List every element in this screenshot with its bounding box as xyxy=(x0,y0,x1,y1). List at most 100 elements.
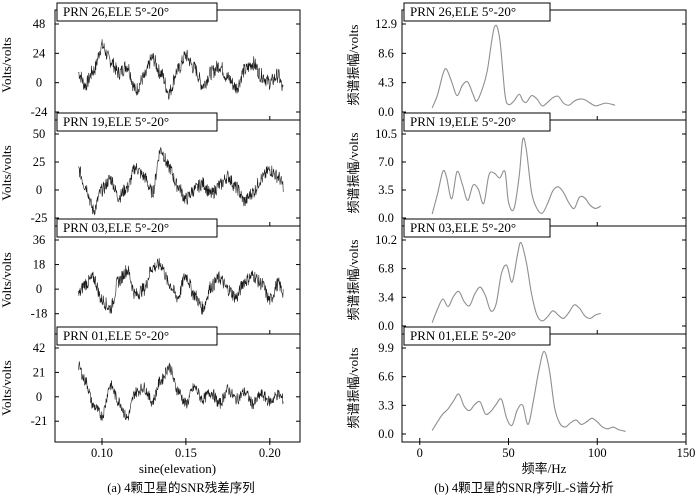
y-tick-label: 21 xyxy=(33,365,46,379)
y-axis-label: Volts/volts xyxy=(0,37,14,92)
y-axis-label: Volts/volts xyxy=(0,145,14,200)
x-tick-label: 0.10 xyxy=(91,446,113,460)
y-axis-label: 频谱振幅/volts xyxy=(346,240,361,321)
spectrum-subplot-4: 9.9 6.6 3.3 0.0 PRN 01,ELE 5°-20° 频谱振幅/volts xyxy=(346,326,687,443)
subplot-title-box: PRN 03,ELE 5°-20° xyxy=(56,218,218,238)
residual-series-line xyxy=(78,361,284,421)
y-tick-label: 7.0 xyxy=(378,155,394,169)
subplot-frame xyxy=(401,225,687,335)
subplot-frame xyxy=(401,9,687,121)
left-panel-residual-series: 48 24 0 -24 PRN 26,ELE 5°-20° Volts/volts 50 25… xyxy=(0,2,301,476)
right-caption: (b) 4颗卫星的SNR序列L-S谱分析 xyxy=(434,480,614,495)
title-box-frame xyxy=(56,112,218,132)
y-tick-label: 3.5 xyxy=(378,183,394,197)
subplot-title: PRN 19,ELE 5°-20° xyxy=(63,114,169,129)
y-tick-label: 9.9 xyxy=(378,341,394,355)
subplot-title-box: PRN 03,ELE 5°-20° xyxy=(403,218,551,238)
residual-subplot-2: 50 25 0 -25 PRN 19,ELE 5°-20° Volts/volts xyxy=(0,112,301,227)
y-tick-label: 6.8 xyxy=(378,262,394,276)
subplot-title: PRN 03,ELE 5°-20° xyxy=(63,220,169,235)
residual-series-line xyxy=(78,258,284,315)
residual-subplot-1: 48 24 0 -24 PRN 26,ELE 5°-20° Volts/volts xyxy=(0,2,301,121)
subplot-title: PRN 19,ELE 5°-20° xyxy=(410,114,516,129)
title-box-frame xyxy=(403,218,551,238)
y-axis-label: 频谱振幅/volts xyxy=(346,25,361,106)
x-tick-label: 0.15 xyxy=(175,446,197,460)
y-tick-label: 6.6 xyxy=(378,370,394,384)
subplot-frame xyxy=(54,119,301,227)
y-tick-label: 10.2 xyxy=(375,233,397,247)
title-box-frame xyxy=(56,218,218,238)
subplot-title: PRN 01,ELE 5°-20° xyxy=(63,328,169,343)
x-axis-label: 频率/Hz xyxy=(522,461,567,476)
y-tick-label: 0 xyxy=(36,76,42,90)
y-tick-label: 0.0 xyxy=(378,427,394,441)
y-tick-label: -18 xyxy=(31,307,48,321)
subplot-title-box: PRN 26,ELE 5°-20° xyxy=(403,2,551,22)
y-axis-label: Volts/volts xyxy=(0,360,14,415)
y-tick-label: 0.0 xyxy=(378,211,394,225)
title-box-frame xyxy=(403,2,551,22)
spectrum-line xyxy=(431,137,602,215)
y-tick-label: -21 xyxy=(31,414,48,428)
subplot-title: PRN 26,ELE 5°-20° xyxy=(63,4,169,19)
title-box-frame xyxy=(403,112,551,132)
spectrum-line xyxy=(431,241,601,323)
y-tick-label: 48 xyxy=(33,17,46,31)
spectrum-line xyxy=(431,24,616,109)
subplot-title: PRN 01,ELE 5°-20° xyxy=(410,328,516,343)
y-tick-label: 8.6 xyxy=(378,46,394,60)
residual-series-line xyxy=(78,39,284,100)
y-axis-label: Volts/volts xyxy=(0,252,14,307)
y-axis-label: 频谱振幅/volts xyxy=(346,133,361,214)
y-tick-label: 10.5 xyxy=(375,127,397,141)
subplot-title-box: PRN 26,ELE 5°-20° xyxy=(56,2,218,22)
title-box-frame xyxy=(56,2,218,22)
spectrum-subplot-3: 10.2 6.8 3.4 0.0 PRN 03,ELE 5°-20° 频谱振幅/volts xyxy=(346,218,687,335)
subplot-title: PRN 03,ELE 5°-20° xyxy=(410,220,516,235)
x-axis-label: sine(elevation) xyxy=(139,461,216,476)
y-tick-label: -25 xyxy=(31,211,48,225)
subplot-title: PRN 26,ELE 5°-20° xyxy=(410,4,516,19)
y-tick-label: 25 xyxy=(33,155,46,169)
x-tick-label: 150 xyxy=(677,446,696,460)
subplot-title-box: PRN 01,ELE 5°-20° xyxy=(56,326,218,346)
y-tick-label: 0 xyxy=(36,390,42,404)
left-caption: (a) 4颗卫星的SNR残差序列 xyxy=(107,480,255,495)
title-box-frame xyxy=(403,326,551,346)
y-tick-label: 24 xyxy=(33,46,46,60)
subplot-title-box: PRN 19,ELE 5°-20° xyxy=(56,112,218,132)
x-tick-label: 0.20 xyxy=(259,446,281,460)
y-tick-label: 12.9 xyxy=(375,17,397,31)
y-tick-label: 3.4 xyxy=(378,290,394,304)
right-x-axis: 0 50 100 150 频率/Hz xyxy=(417,442,696,476)
residual-series-line xyxy=(78,147,284,216)
title-box-frame xyxy=(56,326,218,346)
subplot-title-box: PRN 19,ELE 5°-20° xyxy=(403,112,551,132)
y-tick-label: -24 xyxy=(31,105,48,119)
y-tick-label: 4.3 xyxy=(378,76,394,90)
y-tick-label: 0.0 xyxy=(378,319,394,333)
spectrum-line xyxy=(431,350,626,432)
y-tick-label: 42 xyxy=(33,341,46,355)
subplot-frame xyxy=(54,225,301,335)
x-tick-label: 100 xyxy=(588,446,607,460)
left-x-axis: 0.10 0.15 0.20 sine(elevation) xyxy=(91,442,281,476)
subplot-frame xyxy=(401,333,687,443)
residual-subplot-3: 36 18 0 -18 PRN 03,ELE 5°-20° Volts/volts xyxy=(0,218,301,335)
spectrum-subplot-1: 12.9 8.6 4.3 0.0 PRN 26,ELE 5°-20° 频谱振幅/volts xyxy=(346,2,687,121)
y-tick-label: 50 xyxy=(33,127,46,141)
residual-subplot-4: 42 21 0 -21 PRN 01,ELE 5°-20° Volts/volts xyxy=(0,326,301,443)
y-tick-label: 0.0 xyxy=(378,105,394,119)
y-tick-label: 0 xyxy=(36,183,42,197)
spectrum-subplot-2: 10.5 7.0 3.5 0.0 PRN 19,ELE 5°-20° 频谱振幅/volts xyxy=(346,112,687,227)
y-tick-label: 3.3 xyxy=(378,398,394,412)
y-tick-label: 18 xyxy=(33,258,46,272)
y-axis-label: 频谱振幅/volts xyxy=(346,348,361,429)
x-tick-label: 0 xyxy=(417,446,423,460)
y-tick-label: 36 xyxy=(33,233,46,247)
x-tick-label: 50 xyxy=(502,446,515,460)
subplot-title-box: PRN 01,ELE 5°-20° xyxy=(403,326,551,346)
y-tick-label: 0 xyxy=(36,282,42,296)
